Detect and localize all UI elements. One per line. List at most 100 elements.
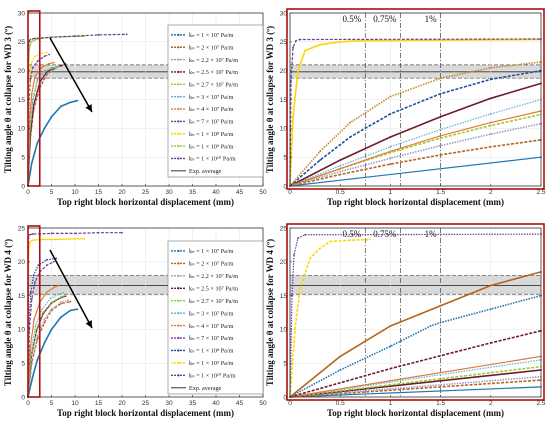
x-tick-label: 10 — [71, 189, 79, 196]
zoom-region-box — [27, 225, 41, 398]
series-point — [292, 46, 294, 49]
series-point — [304, 233, 306, 236]
series-point — [389, 136, 392, 138]
series-point — [291, 294, 293, 297]
series-point — [297, 237, 299, 240]
series-line — [289, 122, 542, 187]
series-point — [319, 43, 322, 46]
series-point — [349, 239, 352, 242]
series-point — [36, 141, 39, 144]
y-axis-label: Tilting angle θ at collapse for WD 4 (º) — [265, 239, 275, 386]
series-point — [36, 358, 39, 361]
series-point — [69, 300, 72, 303]
series-point — [439, 115, 442, 118]
series-point — [389, 325, 392, 327]
series-point — [489, 308, 492, 311]
x-tick-label: 0.5 — [336, 189, 345, 196]
series-point — [121, 231, 123, 234]
legend-marker — [177, 361, 180, 365]
series-point — [349, 136, 352, 138]
series-line — [27, 66, 59, 187]
legend-label: kₙ = 1 × 10⁹ Pa/m — [189, 360, 234, 367]
series-point — [339, 355, 342, 358]
x-axis-label: Top right block horizontal displacement … — [327, 197, 504, 207]
legend-marker — [177, 312, 180, 315]
series-point — [60, 301, 62, 304]
legend-label-exp: Exp. average — [189, 385, 222, 392]
y-tick-label: 5 — [21, 361, 25, 368]
series-point — [67, 299, 69, 302]
series-point — [60, 105, 62, 108]
series-point — [439, 134, 442, 137]
series-point — [76, 308, 79, 311]
legend-marker — [177, 287, 180, 290]
series-point — [69, 309, 72, 312]
series-point — [489, 66, 492, 69]
y-tick-label: 15 — [280, 293, 288, 300]
x-tick-label: 15 — [95, 400, 103, 407]
y-axis-label: Tilting angle θ at collapse for WD 3 (º) — [265, 26, 275, 173]
legend-marker — [177, 33, 180, 36]
series-line — [289, 38, 542, 187]
series-point — [297, 69, 299, 72]
legend-label: kₙ = 2.2 × 10⁷ Pa/m — [189, 57, 238, 64]
series-point — [28, 233, 31, 236]
series-point — [50, 36, 53, 39]
zoom-region-box — [27, 10, 41, 187]
series-point — [41, 52, 43, 55]
series-point — [42, 311, 44, 314]
series-point — [489, 145, 492, 148]
series-line — [289, 113, 542, 187]
series-point — [439, 321, 442, 324]
series-point — [60, 296, 62, 298]
x-tick-label: 50 — [259, 189, 267, 196]
y-tick-label: 5 — [283, 154, 287, 161]
x-tick-label: 1 — [389, 400, 393, 407]
legend-label: kₙ = 3 × 10⁷ Pa/m — [189, 310, 234, 317]
trend-arrow-head — [85, 320, 92, 328]
y-tick-label: 20 — [280, 259, 288, 266]
y-tick-label: 20 — [280, 68, 288, 75]
series-point — [439, 128, 442, 131]
legend-marker — [177, 249, 180, 253]
series-line — [27, 295, 66, 398]
series-line — [289, 355, 542, 398]
x-axis-label: Top right block horizontal displacement … — [57, 408, 234, 418]
y-tick-label: 25 — [280, 39, 288, 46]
series-line — [289, 139, 542, 187]
y-tick-label: 15 — [280, 97, 288, 104]
y-tick-label: 15 — [18, 97, 26, 104]
series-point — [36, 78, 39, 81]
series-line — [289, 156, 542, 187]
y-tick-label: 10 — [280, 126, 288, 133]
series-point — [29, 38, 32, 41]
series-point — [419, 312, 422, 315]
series-point — [319, 150, 322, 153]
series-point — [43, 127, 46, 130]
y-tick-label: 30 — [18, 10, 26, 17]
series-point — [294, 328, 296, 331]
series-line — [289, 386, 542, 398]
y-tick-label: 30 — [280, 10, 288, 17]
series-point — [34, 55, 36, 58]
legend-label: kₙ = 1 × 10⁸ Pa/m — [189, 348, 234, 355]
series-point — [389, 145, 392, 148]
x-tick-label: 25 — [142, 189, 150, 196]
zoom-frame — [286, 223, 545, 401]
legend-marker — [177, 349, 180, 352]
legend-label: kₙ = 1 × 10¹⁰ Pa/m — [189, 373, 236, 380]
series-point — [30, 162, 33, 164]
trend-arrow — [49, 37, 93, 113]
series-point — [31, 375, 34, 378]
legend-label: kₙ = 2 × 10⁷ Pa/m — [189, 261, 234, 268]
series-point — [489, 284, 492, 287]
series-point — [62, 291, 65, 294]
series-point — [45, 51, 48, 54]
y-tick-label: 5 — [283, 361, 287, 368]
x-tick-label: 2.5 — [536, 189, 545, 196]
series-point — [43, 69, 46, 72]
series-point — [34, 37, 36, 40]
legend-marker — [177, 95, 180, 98]
series-point — [50, 232, 53, 235]
